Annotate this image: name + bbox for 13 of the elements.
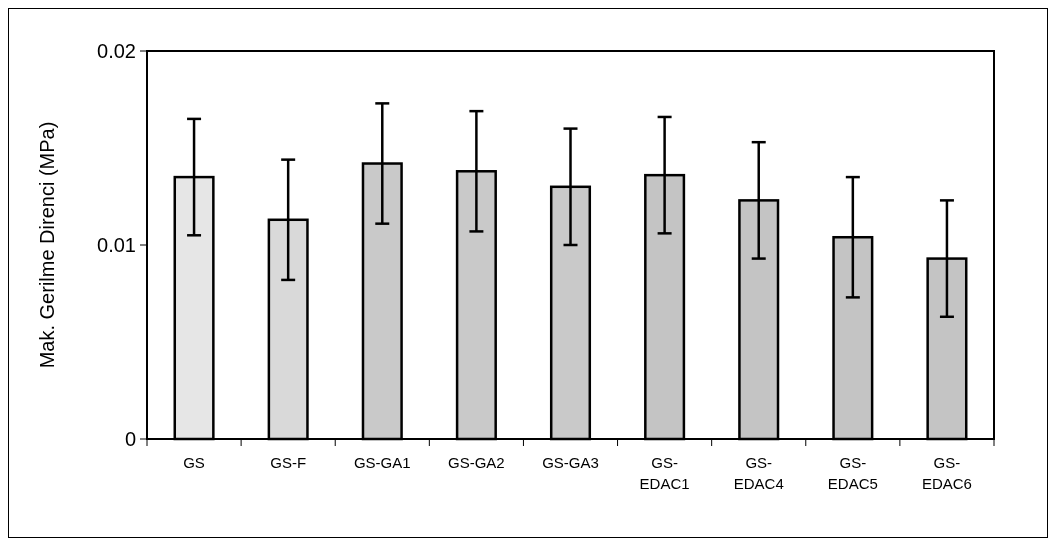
x-tick-label: GS-GA3 [542, 454, 599, 471]
y-tick-label: 0 [124, 428, 136, 450]
x-tick-label: GS [183, 454, 205, 471]
x-tick-label: GS-F [270, 454, 307, 471]
y-tick-label: 0.02 [97, 40, 136, 62]
x-tick-label: GS-EDAC5 [827, 454, 878, 492]
x-tick-label: GS-EDAC1 [639, 454, 690, 492]
x-tick-label: GS-GA2 [448, 454, 505, 471]
y-tick-label: 0.01 [97, 234, 136, 256]
x-tick-label: GS-GA1 [353, 454, 411, 471]
x-tick-label: GS-EDAC4 [733, 454, 784, 492]
y-axis-title: Mak. Gerilme Direnci (MPa) [36, 121, 58, 369]
x-tick-label: GS-EDAC6 [921, 454, 972, 492]
